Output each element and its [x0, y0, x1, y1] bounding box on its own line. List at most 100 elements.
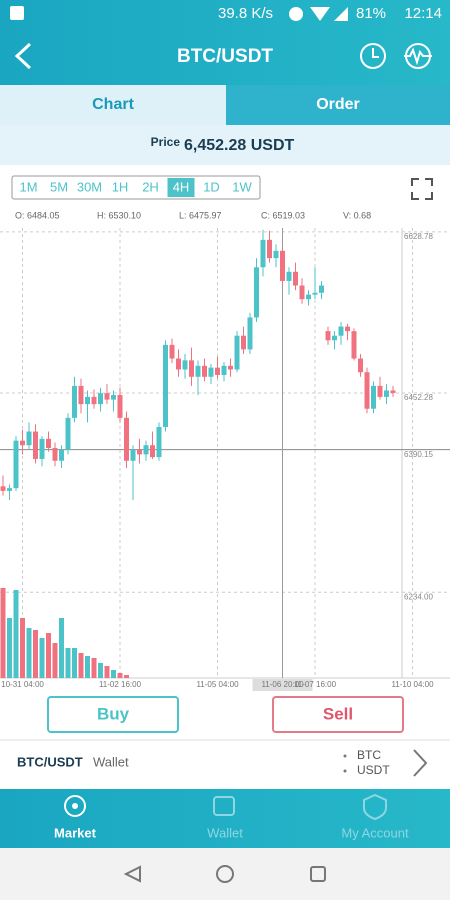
candle-body [280, 250, 285, 281]
period-button[interactable]: 1D [203, 179, 220, 194]
candle-body [228, 365, 233, 370]
candle-body [286, 271, 292, 281]
candle-body [312, 292, 318, 295]
period-button[interactable]: 5M [50, 179, 68, 194]
candle-body [13, 440, 19, 489]
account-icon[interactable] [363, 793, 387, 821]
volume-bar [0, 588, 6, 678]
period-button[interactable]: 1H [112, 179, 129, 194]
top-bar [0, 0, 450, 85]
candle-body [273, 250, 279, 259]
candle-body [169, 344, 175, 359]
period-button[interactable]: 2H [142, 179, 159, 194]
tab-label[interactable]: Order [316, 96, 360, 113]
candle-body [91, 396, 97, 405]
volume-bar [39, 638, 45, 678]
x-tick-label: 10-31 04:00 [1, 680, 44, 689]
back-key[interactable] [123, 865, 141, 883]
buy-label[interactable]: Buy [97, 704, 130, 723]
wallet-icon[interactable] [213, 796, 235, 816]
candle-body [267, 239, 272, 259]
candle-body [39, 438, 45, 459]
candle-body [351, 331, 357, 359]
period-button[interactable]: 1M [19, 179, 37, 194]
sell-button[interactable] [272, 696, 404, 733]
fullscreen-button[interactable] [411, 178, 433, 200]
volume-bar [7, 618, 12, 678]
candle-body [202, 365, 207, 377]
clock: 12:14 [404, 5, 442, 22]
order-tab[interactable] [226, 85, 450, 125]
wallet-asset: BTC [357, 748, 381, 762]
volume-bar [91, 658, 97, 678]
candle-body [98, 393, 103, 405]
candle-body [247, 317, 253, 350]
candle-body [65, 417, 71, 450]
period-selector [11, 175, 261, 200]
tab-label[interactable]: Chart [92, 96, 134, 113]
candle-body [85, 396, 90, 405]
candle-body [377, 385, 383, 397]
y-tick-label: 6390.15 [404, 450, 433, 459]
candle-body [390, 390, 396, 393]
buy-button[interactable] [47, 696, 179, 733]
candle-body [104, 393, 110, 400]
signal-icon [334, 7, 348, 21]
wifi-icon [310, 7, 330, 21]
system-nav [0, 848, 450, 900]
bullet [343, 769, 347, 773]
nav-label[interactable]: Wallet [207, 825, 243, 840]
candle-body [124, 417, 129, 461]
candle-body [143, 445, 149, 455]
chart-tab[interactable] [0, 85, 226, 125]
volume-bar [59, 618, 64, 678]
period-button[interactable]: 4H [173, 179, 190, 194]
price-row [0, 125, 450, 165]
candle-body [325, 331, 331, 341]
period-selected[interactable] [167, 178, 195, 197]
period-button[interactable]: 1W [232, 179, 252, 194]
candle-body [293, 271, 298, 286]
candle-body [195, 365, 201, 377]
candle-body [72, 385, 77, 418]
y-tick-label: 6234.00 [404, 592, 433, 601]
ohlc-value: O: 6484.05 [15, 210, 60, 220]
candle-body [26, 431, 32, 446]
battery: 81% [356, 5, 386, 22]
dnd-icon [289, 7, 303, 21]
bullet [343, 754, 347, 758]
volume-bar [72, 648, 77, 678]
volume-bar [111, 670, 116, 678]
ohlc-value: V: 0.68 [343, 210, 371, 220]
back-button[interactable] [14, 42, 32, 70]
wallet-asset: USDT [357, 763, 390, 777]
volume-bar [26, 628, 32, 678]
volume-bar [98, 663, 103, 678]
period-button[interactable]: 30M [77, 179, 102, 194]
price-value: 6,452.28 USDT [184, 137, 295, 154]
net-speed: 39.8 K/s [218, 5, 273, 22]
volume-bar [13, 590, 19, 678]
volume-bar [124, 675, 129, 678]
clock-button[interactable] [360, 43, 386, 69]
depth-button[interactable] [404, 43, 432, 69]
market-icon[interactable] [64, 795, 86, 817]
home-key[interactable] [216, 865, 234, 883]
candle-body [163, 344, 168, 427]
candle-body [332, 335, 337, 341]
candle-body [384, 390, 389, 397]
nav-label[interactable]: My Account [341, 825, 409, 840]
recents-key[interactable] [310, 866, 326, 882]
candle-body [306, 294, 311, 300]
candle-body [221, 365, 227, 375]
wallet-arrow[interactable] [413, 749, 428, 777]
candle-body [345, 326, 350, 332]
nav-label[interactable]: Market [54, 825, 97, 840]
volume-bar [46, 633, 51, 678]
x-tick-label: 11-02 16:00 [99, 680, 142, 689]
volume-bar [20, 618, 25, 678]
sell-label[interactable]: Sell [323, 704, 353, 723]
volume-bar [65, 648, 71, 678]
candle-body [156, 426, 162, 458]
